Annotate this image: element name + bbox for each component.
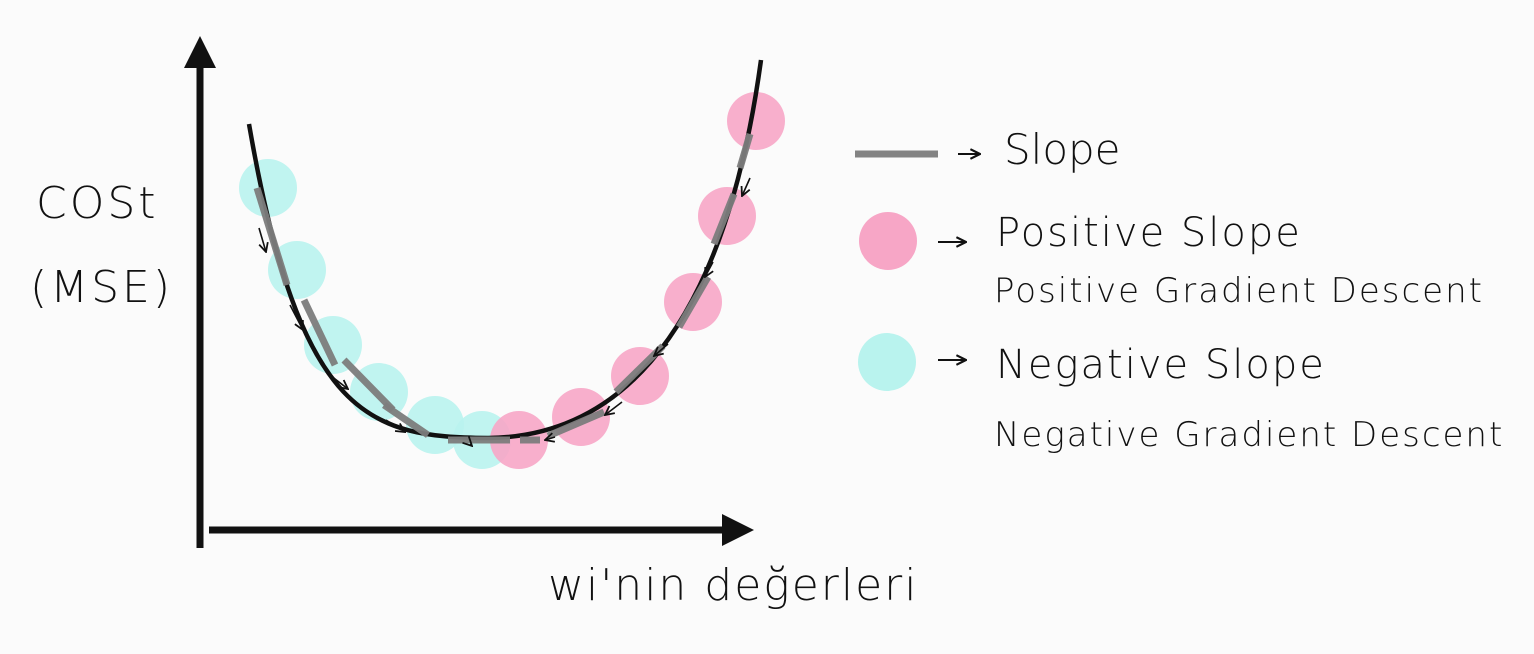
step-arrow [654, 343, 669, 356]
legend-negative-label: Negative Slope [996, 342, 1326, 388]
legend-negative-swatch [858, 333, 916, 391]
y-axis-arrowhead [184, 36, 216, 68]
legend-negative-sublabel: Negative Gradient Descent [994, 415, 1504, 455]
step-arrows [258, 177, 751, 446]
step-arrow [545, 437, 556, 440]
step-arrow [258, 227, 266, 252]
step-arrow [470, 444, 472, 446]
slope-segment [675, 275, 712, 329]
legend-slope-label: Slope [1004, 125, 1121, 174]
slope-segment [382, 402, 430, 438]
cost-curve [246, 59, 764, 441]
slope-segment [546, 408, 606, 440]
x-axis-arrowhead [722, 514, 754, 546]
slope-segment [341, 357, 396, 413]
step-arrow [385, 419, 405, 432]
legend-positive-label: Positive Slope [996, 210, 1302, 256]
step-arrow [605, 401, 623, 415]
negative-point [239, 159, 297, 217]
slope-segment [300, 298, 339, 367]
y-axis-label-line2: (MSE) [30, 262, 173, 313]
axes [184, 36, 754, 548]
y-axis-label-line1: COSt [36, 178, 159, 229]
step-arrow [289, 304, 303, 330]
positive-point [490, 411, 548, 469]
step-arrow [325, 371, 348, 389]
slope-segment [253, 186, 291, 287]
x-axis-label: wi'nin değerleri [548, 560, 918, 611]
slopes-layer [253, 133, 754, 444]
legend-positive-sublabel: Positive Gradient Descent [994, 271, 1484, 311]
positive-point [727, 92, 785, 150]
step-arrow [705, 261, 714, 277]
step-arrow [742, 177, 751, 196]
slope-segment [736, 133, 754, 169]
slope-segment [710, 192, 738, 246]
legend: Slope Positive Slope Positive Gradient D… [855, 125, 1504, 455]
negative-point [268, 241, 326, 299]
legend-positive-swatch [859, 212, 917, 270]
